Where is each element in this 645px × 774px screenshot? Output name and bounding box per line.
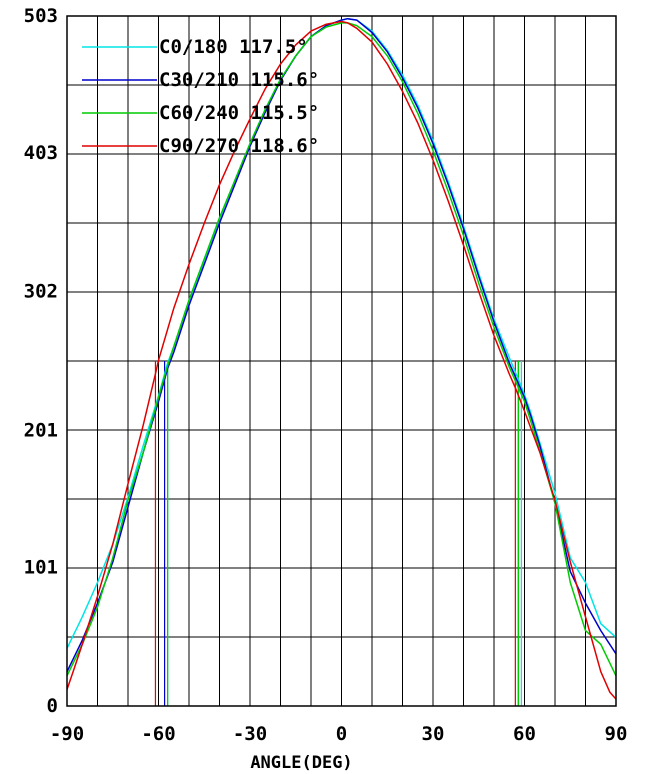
x-tick-label: 30	[422, 723, 445, 745]
series-lines	[66, 17, 617, 700]
x-tick-label: -90	[50, 723, 84, 745]
series-line-1	[66, 17, 617, 673]
x-tick-labels: -90 -60 -30 0 30 60 90	[50, 723, 628, 745]
x-tick-label: -30	[233, 723, 267, 745]
y-tick-label: 503	[24, 5, 58, 27]
legend-entry: C90/270 118.6°	[159, 135, 319, 157]
plot-frame	[66, 15, 617, 707]
legend-entry: C60/240 115.5°	[159, 102, 319, 124]
x-tick-label: 90	[605, 723, 628, 745]
grid	[67, 16, 616, 706]
y-tick-label: 0	[47, 695, 58, 717]
y-tick-label: 201	[24, 419, 58, 441]
legend-entry: C0/180 117.5°	[159, 36, 308, 58]
x-tick-label: 0	[336, 723, 347, 745]
beam-edge-markers	[154, 361, 523, 706]
y-tick-label: 302	[24, 281, 58, 303]
y-tick-labels: 0 101 201 302 403 503	[24, 5, 58, 717]
y-tick-label: 101	[24, 556, 58, 578]
x-axis-title: ANGLE(DEG)	[250, 753, 352, 773]
x-tick-label: -60	[141, 723, 175, 745]
y-tick-label: 403	[24, 142, 58, 164]
legend-entry: C30/210 115.6°	[159, 69, 319, 91]
x-tick-label: 60	[513, 723, 536, 745]
legend: C0/180 117.5° C30/210 115.6° C60/240 115.5…	[82, 36, 319, 157]
series-line-3	[66, 20, 617, 700]
